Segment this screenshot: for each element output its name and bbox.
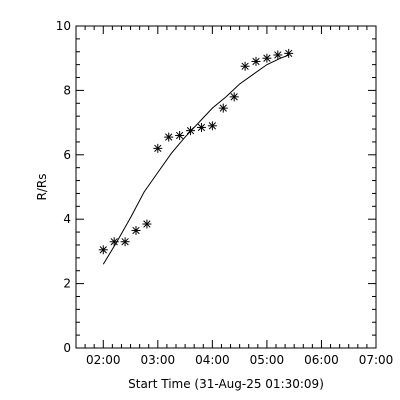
data-point [109, 237, 119, 247]
data-point [120, 237, 130, 247]
data-point [175, 130, 185, 140]
y-tick-label: 10 [56, 19, 71, 33]
y-tick-label: 0 [63, 341, 71, 355]
data-point [153, 143, 163, 153]
data-point [251, 56, 261, 66]
data-point [196, 122, 206, 132]
y-tick-label: 8 [63, 83, 71, 97]
x-tick-label: 07:00 [359, 353, 394, 367]
data-point [229, 92, 239, 102]
data-point [262, 53, 272, 63]
y-tick-label: 2 [63, 277, 71, 291]
y-tick-label: 6 [63, 148, 71, 162]
x-tick-label: 02:00 [86, 353, 121, 367]
data-point [284, 48, 294, 58]
data-point [273, 50, 283, 60]
data-point [186, 126, 196, 136]
data-point [240, 61, 250, 71]
data-point [131, 225, 141, 235]
x-tick-label: 04:00 [195, 353, 230, 367]
fit-line [102, 54, 289, 265]
x-axis-label: Start Time (31-Aug-25 01:30:09) [128, 377, 324, 391]
plot-frame [75, 25, 377, 349]
data-point [142, 219, 152, 229]
x-tick-label: 06:00 [304, 353, 339, 367]
y-axis-label: R/Rs [35, 174, 49, 201]
data-point [164, 132, 174, 142]
data-point [207, 121, 217, 131]
y-tick-label: 4 [63, 212, 71, 226]
data-point [218, 103, 228, 113]
x-tick-label: 05:00 [250, 353, 285, 367]
data-point [98, 245, 108, 255]
x-tick-label: 03:00 [141, 353, 176, 367]
